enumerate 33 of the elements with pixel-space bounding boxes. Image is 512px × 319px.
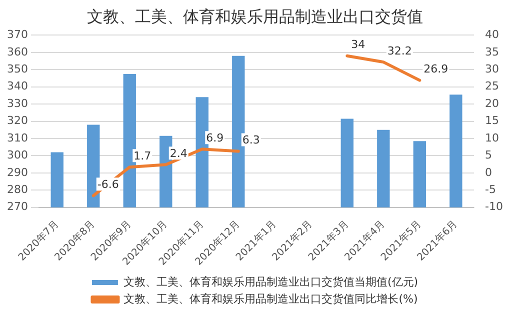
y-tick-label: 350 <box>6 62 28 76</box>
y-tick-label: 360 <box>6 45 28 58</box>
y2-tick-label: 30 <box>485 62 500 76</box>
y-tick-label: 300 <box>6 148 28 162</box>
chart-title: 文教、工美、体育和娱乐用品制造业出口交货值 <box>87 6 423 26</box>
y-tick-label: 330 <box>6 96 28 110</box>
y2-tick-label: 35 <box>485 45 500 58</box>
y2-tick-label: -5 <box>485 183 496 196</box>
data-label: 26.9 <box>424 62 448 76</box>
data-label: 6.3 <box>242 134 260 147</box>
y2-tick-label: 10 <box>485 131 500 144</box>
legend-label: 文教、工美、体育和娱乐用品制造业出口交货值同比增长(%) <box>124 292 418 306</box>
y-tick-label: 290 <box>6 166 28 179</box>
y2-tick-label: 25 <box>485 80 500 93</box>
data-label: 32.2 <box>387 44 412 58</box>
y2-tick-label: 0 <box>485 166 492 179</box>
y2-tick-label: 20 <box>485 96 500 110</box>
data-label: -6.6 <box>97 178 119 192</box>
y-tick-label: 320 <box>6 114 28 128</box>
y2-tick-label: 15 <box>485 114 500 128</box>
y-tick-label: 270 <box>6 200 28 214</box>
legend-label: 文教、工美、体育和娱乐用品制造业出口交货值当期值(亿元) <box>123 275 418 288</box>
y-tick-label: 310 <box>6 131 28 144</box>
data-label: 34 <box>351 38 366 52</box>
y2-tick-label: 40 <box>485 28 500 42</box>
y-tick-label: 340 <box>6 80 28 93</box>
y-tick-label: 280 <box>6 183 28 196</box>
y2-tick-label: -10 <box>485 200 503 214</box>
y-tick-label: 370 <box>6 28 28 42</box>
data-label: 1.7 <box>134 149 152 162</box>
data-label: 6.9 <box>206 132 224 145</box>
y2-tick-label: 5 <box>485 148 492 162</box>
data-label: 2.4 <box>170 147 188 160</box>
